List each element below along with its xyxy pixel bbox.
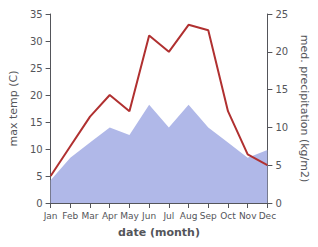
svg-text:Aug: Aug [180,211,198,221]
svg-text:Apr: Apr [102,211,118,221]
svg-text:May: May [120,211,139,221]
svg-text:0: 0 [36,198,42,209]
svg-text:35: 35 [30,9,43,20]
svg-text:Nov: Nov [239,211,257,221]
svg-text:10: 10 [30,144,43,155]
svg-text:Feb: Feb [62,211,78,221]
svg-text:30: 30 [30,36,43,47]
svg-text:25: 25 [30,63,43,74]
svg-text:max temp (C): max temp (C) [7,70,20,146]
svg-text:Sep: Sep [200,211,217,221]
svg-text:Jan: Jan [43,211,58,221]
svg-text:Jun: Jun [141,211,156,221]
svg-text:date (month): date (month) [118,226,200,239]
svg-text:5: 5 [36,171,42,182]
svg-text:Oct: Oct [220,211,236,221]
svg-text:0: 0 [275,198,281,209]
svg-text:med. precipitation (kg/m2): med. precipitation (kg/m2) [298,35,311,183]
svg-text:Dec: Dec [259,211,276,221]
svg-text:5: 5 [275,160,281,171]
svg-text:15: 15 [30,117,43,128]
svg-text:15: 15 [275,84,288,95]
svg-text:Jul: Jul [162,211,174,221]
svg-text:20: 20 [275,46,288,57]
svg-text:Mar: Mar [82,211,99,221]
svg-text:20: 20 [30,90,43,101]
svg-text:10: 10 [275,122,288,133]
svg-text:25: 25 [275,9,288,20]
